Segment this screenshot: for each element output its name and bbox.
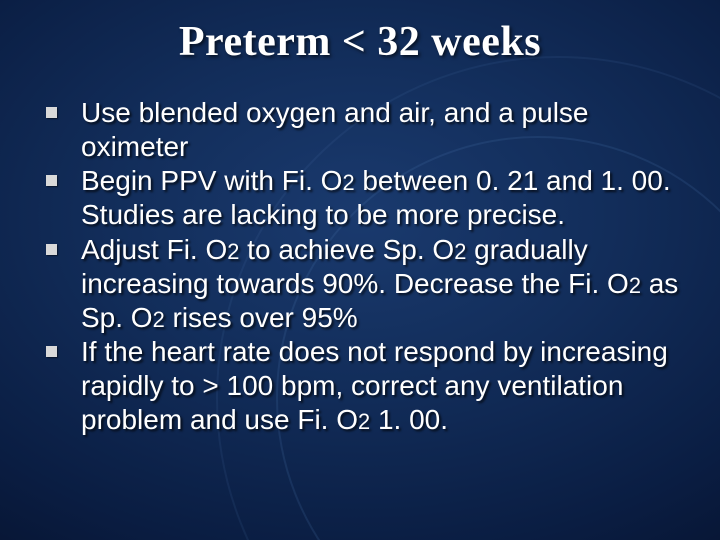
bullet-text: Adjust Fi. O2 to achieve Sp. O2 graduall…: [81, 233, 680, 335]
subscript-text: 2: [629, 273, 641, 298]
square-bullet-icon: [46, 175, 57, 186]
bullet-row: Begin PPV with Fi. O2 between 0. 21 and …: [46, 164, 680, 232]
square-bullet-icon: [46, 346, 57, 357]
text-run: Adjust Fi. O: [81, 234, 227, 265]
bullet-text: Use blended oxygen and air, and a pulse …: [81, 96, 680, 164]
slide-title: Preterm < 32 weeks: [40, 18, 680, 66]
subscript-text: 2: [342, 170, 354, 195]
subscript-text: 2: [227, 239, 239, 264]
bullet-row: Use blended oxygen and air, and a pulse …: [46, 96, 680, 164]
bullet-row: If the heart rate does not respond by in…: [46, 335, 680, 437]
bullet-row: Adjust Fi. O2 to achieve Sp. O2 graduall…: [46, 233, 680, 335]
text-run: Begin PPV with Fi. O: [81, 165, 342, 196]
text-run: to achieve Sp. O: [239, 234, 454, 265]
slide-body: Use blended oxygen and air, and a pulse …: [40, 96, 680, 438]
subscript-text: 2: [358, 409, 370, 434]
square-bullet-icon: [46, 244, 57, 255]
slide: Preterm < 32 weeks Use blended oxygen an…: [0, 0, 720, 540]
square-bullet-icon: [46, 107, 57, 118]
text-run: rises over 95%: [165, 302, 358, 333]
text-run: 1. 00.: [370, 404, 448, 435]
text-run: Use blended oxygen and air, and a pulse …: [81, 97, 589, 162]
bullet-text: Begin PPV with Fi. O2 between 0. 21 and …: [81, 164, 680, 232]
bullet-text: If the heart rate does not respond by in…: [81, 335, 680, 437]
subscript-text: 2: [454, 239, 466, 264]
subscript-text: 2: [153, 307, 165, 332]
